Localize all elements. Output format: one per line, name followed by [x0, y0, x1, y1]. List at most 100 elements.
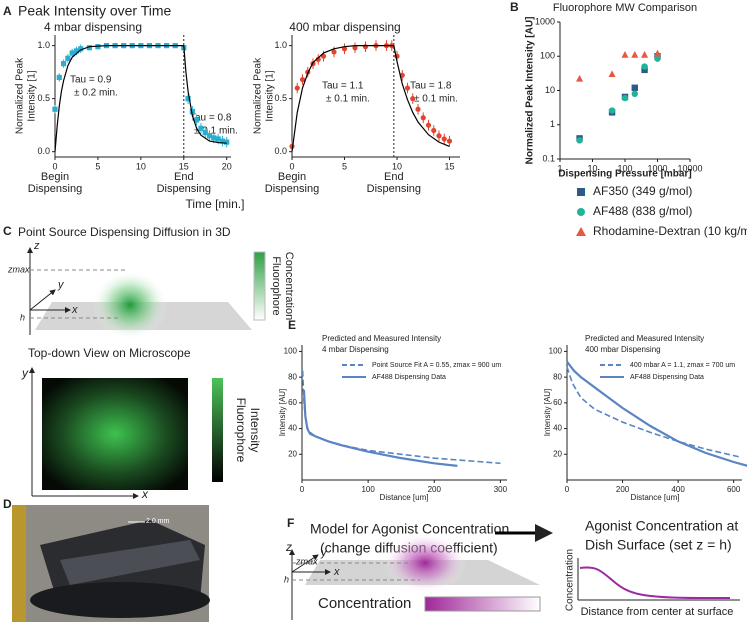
device	[30, 582, 210, 618]
y-tick-label: 1.0	[274, 40, 287, 50]
y-tick-label: 100	[540, 51, 555, 61]
annotation: ± 0.1 min.	[194, 126, 238, 137]
point	[206, 133, 213, 139]
x-axis-label: Distance from center at surface	[581, 606, 734, 618]
point	[294, 85, 300, 91]
axis-label: h	[284, 574, 289, 584]
point	[56, 74, 62, 81]
concentration-curve	[579, 566, 730, 599]
x-tick-label: 1000	[647, 163, 667, 173]
chart-title: Fluorophore MW Comparison	[553, 2, 697, 14]
point	[654, 55, 661, 62]
axis-arrow	[29, 289, 56, 311]
x-tick-label: 0	[300, 485, 305, 494]
legend-marker	[576, 227, 586, 236]
diagram-topdown: y x Fluorophore Intensity	[21, 366, 262, 501]
plot-title: Dish Surface (set z = h)	[585, 537, 732, 553]
series-line	[566, 361, 747, 467]
x-tick-label: 600	[727, 485, 741, 494]
point	[631, 84, 638, 91]
annotation: ± 0.2 min.	[74, 88, 118, 99]
colorbar-label: Fluorophore	[234, 398, 248, 463]
colorbar	[253, 251, 266, 321]
point	[86, 45, 92, 51]
legend-label: AF488 (838 g/mol)	[593, 204, 692, 218]
point	[431, 127, 437, 134]
event-label: Begin	[41, 171, 69, 183]
point	[202, 130, 208, 136]
point	[415, 106, 421, 112]
x-tick-label: 1	[557, 163, 562, 173]
legend-marker	[577, 208, 585, 216]
point	[224, 139, 230, 145]
y-axis-label: Concentration	[565, 549, 576, 611]
y-tick-label: 60	[553, 398, 562, 407]
axis-label: z	[33, 240, 40, 252]
x-tick-label: 15	[444, 161, 454, 171]
point	[73, 48, 80, 54]
event-label: Dispensing	[265, 183, 319, 195]
point	[215, 136, 221, 142]
point	[219, 138, 226, 144]
y-tick-label: 100	[549, 347, 563, 356]
chart-title: 4 mbar Dispensing	[322, 345, 389, 354]
annotation: Tau = 1.8	[410, 81, 452, 92]
axis-label: zmax	[295, 556, 318, 566]
colorbar	[424, 596, 541, 612]
axis-label: y	[57, 279, 65, 291]
chart-title: 400 mbar Dispensing	[585, 345, 661, 354]
legend-label: 400 mbar A = 1.1, zmax = 700 um	[630, 362, 735, 369]
y-tick-label: 40	[553, 424, 562, 433]
panel-title: Point Source Dispensing Diffusion in 3D	[18, 225, 231, 239]
series-line	[302, 389, 458, 467]
y-axis-label: Intensity [1]	[27, 70, 38, 121]
point	[608, 70, 616, 78]
panel-subtitle: Top-down View on Microscope	[28, 346, 191, 360]
point	[194, 117, 200, 123]
event-label: Dispensing	[157, 183, 211, 195]
x-tick-label: 100	[361, 485, 375, 494]
y-axis-label: Intensity [AU]	[278, 389, 287, 437]
event-label: End	[384, 171, 404, 183]
scale-label: 2.0 mm	[146, 518, 170, 525]
point	[631, 50, 639, 58]
chart-title: Predicted and Measured Intensity	[322, 334, 441, 343]
point	[331, 49, 337, 55]
x-axis-label: Time [min.]	[186, 197, 245, 211]
y-tick-label: 100	[284, 347, 298, 356]
point	[621, 50, 629, 58]
point	[576, 137, 583, 144]
y-tick-label: 1000	[535, 16, 555, 26]
x-tick-label: 20	[222, 161, 232, 171]
point	[621, 94, 629, 102]
point	[653, 49, 662, 57]
y-tick-label: 0.0	[37, 146, 50, 156]
point	[631, 90, 638, 98]
colorbar-label: Intensity	[248, 408, 262, 453]
axis-label: x	[141, 487, 149, 501]
y-tick-label: 0.1	[542, 153, 555, 163]
y-axis-label: Intensity [1]	[265, 70, 276, 121]
y-tick-label: 40	[288, 424, 297, 433]
annotation: Tau = 0.8	[190, 113, 232, 124]
concentration-plot: Concentration Distance from center at su…	[565, 549, 740, 618]
diffusion-cloud	[383, 533, 467, 593]
x-tick-label: 300	[494, 485, 508, 494]
legend-label: Point Source Fit A = 0.55, zmax = 900 um	[372, 362, 501, 369]
y-axis-label: Normalized Peak Intensity [AU]	[525, 17, 536, 165]
colorbar-label: Fluorophore	[270, 256, 282, 315]
y-tick-label: 10	[545, 85, 555, 95]
event-label: Dispensing	[367, 183, 421, 195]
legend-label: AF488 Dispensing Data	[372, 374, 446, 381]
x-tick-label: 200	[428, 485, 442, 494]
x-axis-label: Dispensing Pressure [mbar]	[558, 169, 691, 180]
panel-title: Peak Intensity over Time	[18, 3, 172, 19]
y-tick-label: 20	[288, 449, 297, 458]
legend-label: AF488 Dispensing Data	[630, 374, 704, 381]
panel-label: E	[288, 318, 296, 332]
annotation: ± 0.1 min.	[414, 94, 458, 105]
panel-label: B	[510, 0, 519, 14]
x-tick-label: 5	[95, 161, 100, 171]
axis-arrow	[291, 554, 319, 573]
